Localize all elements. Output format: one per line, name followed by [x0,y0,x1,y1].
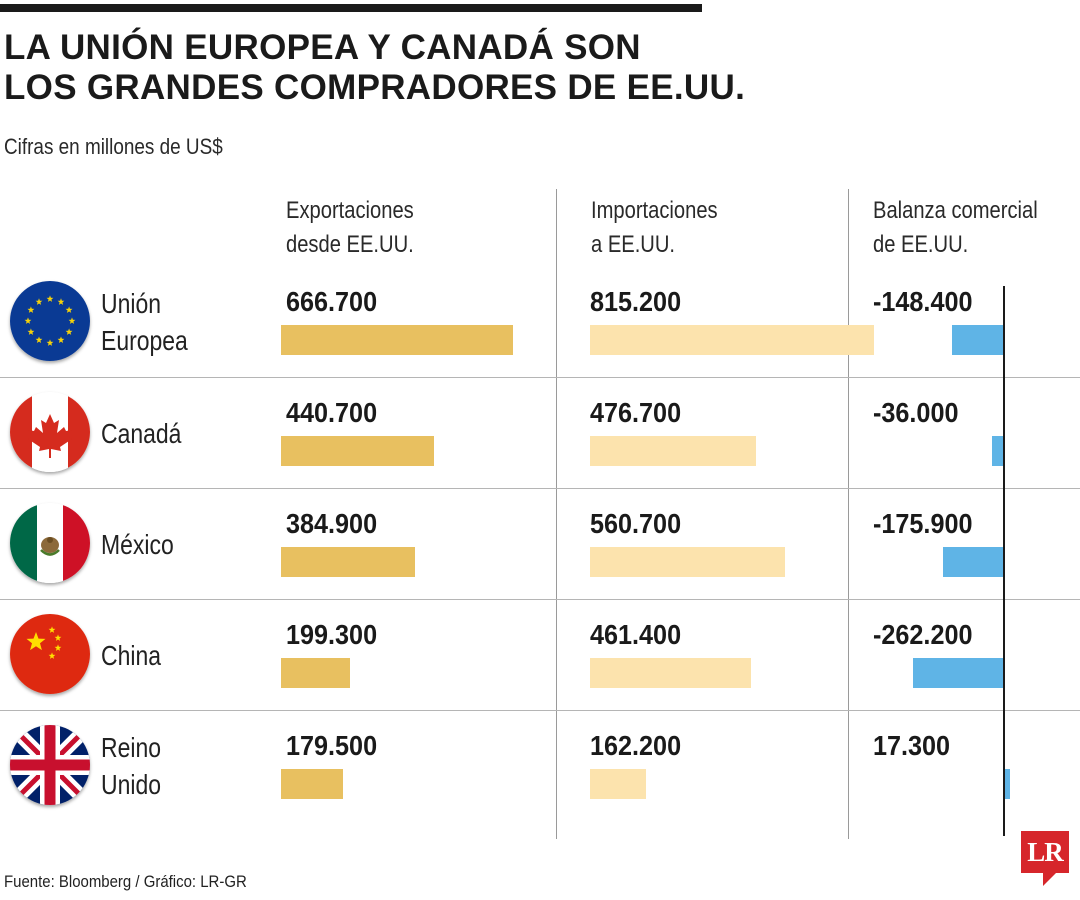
import-value-label: 461.400 [590,619,682,650]
country-label: China [101,640,162,671]
export-value-label: 666.700 [286,286,378,317]
column-header-exports-line-2: desde EE.UU. [286,231,414,258]
title-line-2: LOS GRANDES COMPRADORES DE EE.UU. [4,68,746,107]
balance-value-label: -175.900 [873,508,973,539]
column-divider-balance [848,189,849,839]
balance-zero-axis [1003,286,1005,836]
export-value-label: 384.900 [286,508,378,539]
import-bar [590,547,786,577]
export-bar [281,769,344,799]
import-bar [590,769,647,799]
row-divider [0,377,1080,378]
row-divider [0,488,1080,489]
chart-row: China 199.300 461.400 -262.200 [0,601,1080,711]
china-flag-icon [10,614,90,694]
import-bar [590,325,874,355]
country-label: Unión Europea [101,288,188,356]
column-header-balance-line-2: de EE.UU. [873,231,969,258]
country-label: México [101,529,174,560]
export-bar [281,547,415,577]
balance-value-label: -36.000 [873,397,959,428]
mexico-flag-icon [10,503,90,583]
import-value-label: 815.200 [590,286,682,317]
balance-bar [991,436,1004,466]
country-label: Reino Unido [101,732,162,800]
balance-bar [1004,769,1010,799]
balance-bar [952,325,1004,355]
column-header-balance: Balanza comercial de EE.UU. [873,194,1038,262]
lr-logo: LR [1021,831,1069,873]
chart-title: LA UNIÓN EUROPEA Y CANADÁ SON LOS GRANDE… [4,28,745,108]
chart-row: México 384.900 560.700 -175.900 [0,490,1080,600]
column-header-exports-line-1: Exportaciones [286,197,414,224]
top-rule [0,4,702,12]
export-value-label: 440.700 [286,397,378,428]
import-value-label: 162.200 [590,730,682,761]
row-divider [0,599,1080,600]
column-header-exports: Exportaciones desde EE.UU. [286,194,414,262]
eu-flag-icon [10,281,90,361]
export-bar [281,658,351,688]
import-bar [590,436,756,466]
column-header-balance-line-1: Balanza comercial [873,197,1038,224]
export-bar [281,325,513,355]
balance-bar [942,547,1004,577]
column-header-imports-line-1: Importaciones [591,197,718,224]
uk-flag-icon [10,725,90,805]
export-value-label: 199.300 [286,619,378,650]
column-header-imports: Importaciones a EE.UU. [591,194,718,262]
chart-row: Reino Unido 179.500 162.200 17.300 [0,712,1080,822]
export-bar [281,436,435,466]
column-header-imports-line-2: a EE.UU. [591,231,676,258]
balance-bar [913,658,1004,688]
canada-flag-icon [10,392,90,472]
import-value-label: 476.700 [590,397,682,428]
country-label: Canadá [101,418,182,449]
chart-row: Unión Europea 666.700 815.200 -148.400 [0,268,1080,378]
chart-subtitle: Cifras en millones de US$ [4,134,223,159]
balance-value-label: 17.300 [873,730,951,761]
row-divider [0,710,1080,711]
title-line-1: LA UNIÓN EUROPEA Y CANADÁ SON [4,28,641,67]
source-note: Fuente: Bloomberg / Gráfico: LR-GR [4,872,247,891]
balance-value-label: -148.400 [873,286,973,317]
lr-logo-tail [1043,872,1057,886]
import-value-label: 560.700 [590,508,682,539]
chart-row: Canadá 440.700 476.700 -36.000 [0,379,1080,489]
column-divider-imports [556,189,557,839]
export-value-label: 179.500 [286,730,378,761]
balance-value-label: -262.200 [873,619,973,650]
import-bar [590,658,751,688]
